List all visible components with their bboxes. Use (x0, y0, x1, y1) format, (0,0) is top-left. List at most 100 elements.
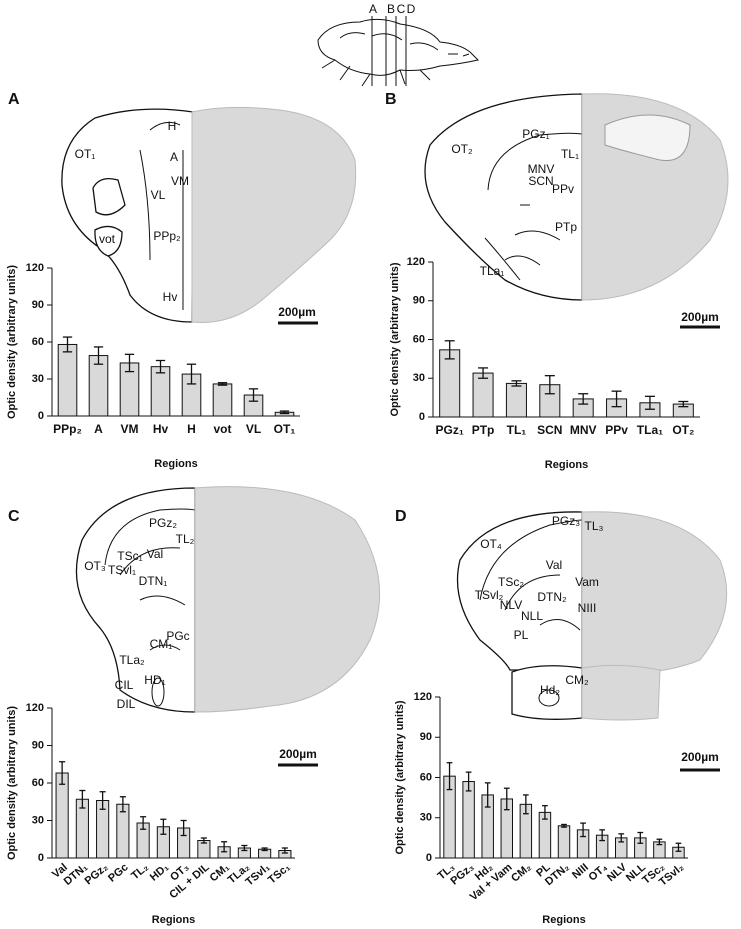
bar (557, 825, 571, 859)
scale-bar-label: 200µm (681, 750, 719, 764)
scale-bar-label: 200µm (279, 747, 317, 761)
region-label: TL₁ (561, 147, 579, 161)
region-label: vot (99, 232, 116, 246)
region-label: Val (546, 558, 562, 572)
x-tick-label: PTp (472, 423, 495, 437)
error-bar (217, 382, 228, 386)
error-bar (561, 823, 567, 828)
error-bar (279, 410, 290, 415)
section-label: B (387, 2, 395, 16)
error-bar (656, 838, 663, 846)
error-bar (544, 375, 555, 395)
bar (55, 772, 69, 859)
y-tick-label: 0 (38, 410, 44, 422)
y-axis-title: Optic density (arbitrary units) (389, 262, 401, 416)
error-bar (503, 787, 510, 811)
x-axis-title: Regions (545, 459, 588, 471)
region-label: TLa₁ (480, 264, 505, 278)
x-tick-label: SCN (537, 423, 562, 437)
error-bar (99, 791, 106, 810)
error-bar (444, 340, 455, 360)
bar (150, 366, 171, 417)
x-tick-label: HD₁ (148, 861, 172, 884)
region-label: PL (514, 628, 529, 642)
region-label: HD₁ (144, 673, 165, 687)
region-label: H (168, 119, 177, 133)
region-label: PGz₂ (149, 516, 177, 530)
x-tick-label: VM (121, 422, 139, 436)
error-bar (465, 771, 472, 792)
y-tick-label: 90 (32, 299, 44, 311)
error-bar (478, 367, 489, 379)
error-bar (644, 395, 655, 410)
section-diagram (61, 106, 357, 324)
y-tick-label: 30 (413, 372, 425, 384)
region-label: Hd₂ (540, 683, 560, 697)
y-tick-label: 0 (38, 852, 44, 864)
x-tick-label: TLa₁ (637, 423, 663, 437)
region-label: OT₃ (84, 559, 106, 573)
y-tick-label: 120 (26, 702, 44, 714)
y-tick-label: 30 (32, 814, 44, 826)
region-label: PPp₂ (153, 229, 181, 243)
x-tick-label: VL (246, 422, 261, 436)
bar (212, 383, 233, 417)
section-diagram (75, 486, 381, 713)
panel-label: A (8, 91, 20, 108)
error-bar (124, 353, 135, 373)
x-tick-label: PPv (605, 423, 628, 437)
x-tick-label: TL₂ (129, 861, 151, 882)
region-label: TSvl₁ (108, 563, 136, 577)
error-bar (140, 816, 147, 830)
error-bar (186, 363, 197, 385)
error-bar (221, 841, 228, 853)
panel-label: C (8, 508, 20, 525)
x-axis-title: Regions (154, 458, 197, 470)
region-label: TSc₁ (117, 549, 142, 563)
region-label: OT₄ (480, 537, 502, 551)
y-tick-label: 30 (32, 373, 44, 385)
x-tick-label: H (187, 422, 196, 436)
region-label: CIL (115, 678, 134, 692)
error-bar (675, 842, 682, 852)
y-tick-label: 90 (413, 295, 425, 307)
y-tick-label: 120 (407, 256, 425, 268)
y-tick-label: 60 (413, 333, 425, 345)
y-axis-title: Optic density (arbitrary units) (394, 700, 406, 854)
x-tick-label: PPp₂ (53, 422, 82, 436)
error-bar (261, 847, 268, 852)
y-tick-label: 60 (32, 336, 44, 348)
region-label: VL (151, 188, 166, 202)
x-tick-label: CM₂ (509, 861, 534, 884)
section-label: D (407, 2, 416, 16)
region-label: Hv (163, 290, 178, 304)
error-bar (637, 831, 644, 844)
region-label: OT₂ (451, 142, 473, 156)
x-tick-label: A (94, 422, 103, 436)
error-bar (484, 782, 491, 808)
error-bar (119, 796, 126, 813)
error-bar (446, 762, 453, 791)
bar (462, 781, 475, 859)
error-bar (200, 837, 207, 844)
region-label: CM₂ (565, 673, 589, 687)
y-tick-label: 120 (26, 262, 44, 274)
y-tick-label: 60 (32, 777, 44, 789)
error-bar (241, 844, 248, 852)
bar (472, 372, 494, 418)
section-label: A (369, 2, 377, 16)
error-bar (580, 822, 586, 838)
x-tick-label: NIII (570, 861, 591, 881)
y-tick-label: 90 (420, 731, 432, 743)
y-tick-label: 60 (420, 771, 432, 783)
region-label: DTN₁ (139, 574, 168, 588)
region-label: TSc₂ (498, 575, 524, 589)
error-bar (618, 833, 625, 843)
error-bar (511, 380, 522, 387)
region-label: TL₂ (176, 532, 195, 546)
region-label: VM (171, 174, 189, 188)
section-label: C (397, 2, 406, 16)
panel-label: B (385, 91, 397, 108)
region-label: PGc (166, 629, 189, 643)
